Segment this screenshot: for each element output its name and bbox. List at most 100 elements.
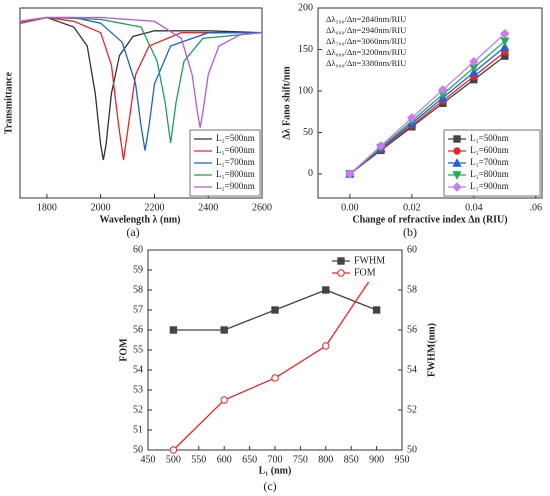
y-tick-label: 55 [133, 344, 143, 355]
x-tick-label: 950 [395, 454, 410, 465]
x-tick-label: 2600 [252, 202, 272, 213]
legend-marker [452, 171, 462, 180]
annotation: Δλ₉₀₀/Δn=3380nm/RIU [326, 58, 406, 68]
series-line [349, 46, 506, 175]
marker [220, 326, 228, 334]
panel-label: (c) [263, 479, 276, 493]
y-tick-label: 56 [133, 324, 143, 335]
marker [169, 326, 178, 334]
plot-frame [317, 7, 543, 199]
legend-marker [337, 269, 345, 277]
y-axis-label: FOM [118, 338, 129, 362]
x-tick-label: 1800 [37, 202, 57, 213]
annotation: Δλ₇₀₀/Δn=3060nm/RIU [326, 36, 406, 46]
y-tick-label: 60 [133, 244, 143, 255]
marker [345, 169, 355, 179]
x-tick-label: .06 [530, 202, 543, 213]
x-tick-label: 900 [369, 454, 384, 465]
y-tick-label: 150 [298, 44, 313, 55]
x-tick-label: 2400 [198, 202, 218, 213]
y-tick-label: 200 [298, 2, 313, 13]
series-line [349, 40, 506, 175]
y-tick-label: 100 [298, 85, 313, 96]
x-axis-label: Wavelength λ (nm) [99, 214, 180, 225]
y2-tick-label: 58 [407, 284, 417, 295]
x-tick-label: 800 [318, 454, 333, 465]
x-tick-label: 0.02 [403, 202, 421, 213]
x-tick-label: 2000 [91, 202, 111, 213]
x-tick-label: 0.04 [465, 202, 483, 213]
legend-label: L₁=600nm [470, 145, 509, 155]
annotation: Δλ₆₀₀/Δn=2940nm/RIU [326, 25, 406, 35]
x-tick-label: 650 [242, 454, 257, 465]
series-line [19, 16, 263, 143]
y2-tick-label: 60 [407, 244, 417, 255]
y-tick-label: 51 [133, 424, 143, 435]
marker [376, 141, 386, 151]
y2-tick-label: 54 [407, 364, 417, 375]
legend-label: L₁=900nm [216, 181, 255, 191]
y-tick-label: 59 [133, 264, 143, 275]
legend-label: L₁=800nm [216, 169, 255, 179]
legend-label: L₁=900nm [470, 181, 509, 191]
marker [220, 396, 228, 404]
marker [271, 374, 279, 382]
y2-tick-label: 50 [407, 444, 417, 455]
panel-label: (a) [126, 225, 139, 239]
x-tick-label: 750 [293, 454, 308, 465]
x-axis-label: Change of refractive index Δn (RIU) [352, 214, 507, 225]
x-tick-label: 450 [141, 454, 156, 465]
series-line [19, 16, 262, 161]
legend-label: L₁=700nm [470, 157, 509, 167]
y-tick-label: 52 [133, 404, 143, 415]
y-tick-label: 57 [133, 304, 143, 315]
legend-label: L₁=700nm [216, 157, 255, 167]
y-tick-label: 0 [308, 168, 313, 179]
marker [322, 342, 330, 350]
legend-label: L₁=500nm [216, 133, 255, 143]
x-tick-label: 850 [344, 454, 359, 465]
legend-marker [452, 182, 462, 192]
marker [438, 85, 448, 95]
y2-tick-label: 52 [407, 404, 417, 415]
series-line [19, 16, 263, 161]
marker [322, 286, 330, 294]
x-axis-label: L₁ (nm) [259, 465, 292, 476]
x-tick-label: 550 [191, 454, 206, 465]
y2-tick-label: 56 [407, 324, 417, 335]
legend-label: FWHM [354, 255, 385, 266]
marker [500, 29, 510, 39]
x-tick-label: 600 [217, 454, 232, 465]
series-line [172, 269, 378, 451]
marker [271, 306, 279, 314]
legend-label: FOM [354, 267, 376, 278]
legend-marker [452, 158, 462, 167]
panel-label: (b) [403, 225, 417, 239]
legend-label: L₁=500nm [470, 133, 509, 143]
y-tick-label: 58 [133, 284, 143, 295]
y-tick-label: 53 [133, 384, 143, 395]
y-tick-label: 54 [133, 364, 143, 375]
marker [372, 306, 381, 314]
legend-marker [337, 257, 345, 265]
x-tick-label: 500 [166, 454, 181, 465]
x-tick-label: 0.00 [341, 202, 359, 213]
series-line [349, 33, 506, 175]
legend-label: L₁=800nm [470, 169, 509, 179]
y-axis-label: Transmittance [3, 71, 14, 134]
marker [169, 446, 178, 454]
legend-box [328, 252, 400, 282]
legend-marker [453, 147, 461, 155]
marker [469, 57, 479, 67]
y-tick-label: 50 [303, 127, 313, 138]
plot-frame [19, 7, 263, 199]
x-tick-label: 2200 [144, 202, 164, 213]
y-tick-label: 50 [133, 444, 143, 455]
series-line [19, 16, 263, 128]
annotation: Δλ₅₀₀/Δn=2840nm/RIU [326, 14, 406, 24]
marker [500, 42, 510, 51]
annotation: Δλ₈₀₀/Δn=3200nm/RIU [326, 47, 406, 57]
legend-label: L₁=600nm [216, 145, 255, 155]
marker [407, 113, 417, 123]
legend-marker [453, 135, 461, 143]
